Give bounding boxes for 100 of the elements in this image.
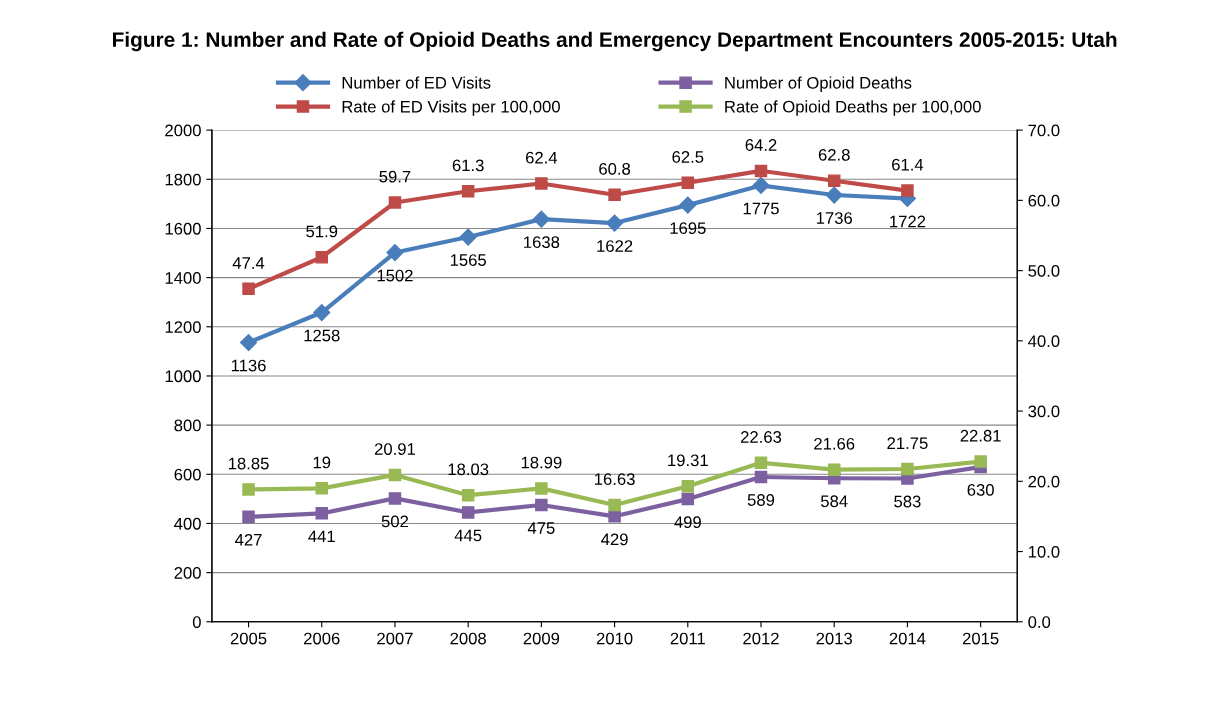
data-label: 427 — [235, 533, 262, 546]
y2-tick-label: 60.0 — [1028, 194, 1060, 207]
data-label: 1258 — [304, 329, 340, 342]
legend-label: Number of Opioid Deaths — [725, 76, 912, 92]
data-label: 584 — [820, 495, 848, 508]
data-label: 502 — [381, 515, 409, 528]
x-tick-label: 2011 — [670, 632, 705, 645]
data-label: 1775 — [743, 202, 779, 215]
point — [827, 174, 841, 187]
point — [461, 184, 475, 198]
data-label: 1565 — [450, 254, 486, 266]
point — [388, 468, 402, 482]
x-tick-label: 2015 — [962, 632, 999, 645]
point — [315, 507, 328, 520]
point — [242, 483, 255, 496]
data-label: 445 — [454, 529, 482, 542]
y-tick-label: 1400 — [165, 272, 201, 284]
point — [388, 196, 402, 209]
point — [459, 228, 477, 246]
point — [608, 188, 621, 202]
point — [388, 492, 402, 505]
point — [608, 510, 621, 523]
legend-label: Rate of Opioid Deaths per 100,000 — [725, 100, 981, 116]
y2-tick-label: 30.0 — [1028, 405, 1060, 418]
data-label: 60.8 — [599, 162, 631, 175]
y-tick-label: 1800 — [165, 173, 201, 186]
y-tick-label: 1000 — [165, 370, 201, 383]
x-tick-label: 2013 — [816, 632, 853, 645]
data-label: 429 — [601, 533, 628, 546]
data-label: 21.66 — [814, 437, 855, 450]
point — [535, 498, 548, 512]
data-label: 18.99 — [521, 456, 562, 469]
data-label: 22.63 — [740, 431, 782, 443]
point — [313, 303, 331, 322]
point — [754, 456, 768, 470]
x-tick-label: 2010 — [596, 632, 633, 645]
x-tick-label: 2008 — [450, 632, 486, 645]
data-label: 22.81 — [960, 429, 1001, 442]
data-label: 61.3 — [452, 159, 484, 172]
point — [606, 214, 624, 232]
data-label: 1722 — [890, 215, 926, 228]
data-label: 21.75 — [887, 437, 928, 450]
y2-tick-label: 40.0 — [1028, 335, 1060, 348]
point — [608, 498, 621, 512]
data-label: 59.7 — [379, 170, 411, 183]
y-tick-label: 0 — [192, 616, 201, 628]
point — [825, 186, 843, 204]
y2-tick-label: 70.0 — [1028, 124, 1060, 137]
point — [754, 470, 768, 484]
y-tick-label: 1600 — [165, 222, 201, 235]
y2-tick-label: 10.0 — [1028, 545, 1060, 558]
point — [535, 482, 548, 495]
data-label: 19.31 — [668, 454, 708, 467]
data-label: 18.03 — [448, 463, 489, 476]
data-label: 61.4 — [892, 158, 924, 171]
data-label: 1736 — [816, 212, 853, 224]
data-label: 475 — [527, 522, 555, 534]
point — [315, 482, 328, 495]
y2-tick-label: 0.0 — [1028, 616, 1051, 628]
point — [679, 196, 697, 214]
data-label: 51.9 — [306, 225, 338, 238]
point — [827, 463, 841, 476]
y-tick-label: 600 — [174, 468, 201, 481]
data-label: 1136 — [231, 359, 266, 372]
point — [752, 176, 770, 195]
point — [681, 479, 695, 493]
point — [386, 244, 404, 262]
point — [242, 510, 255, 524]
y-tick-label: 200 — [174, 567, 201, 579]
point — [239, 333, 258, 352]
data-label: 20.91 — [374, 443, 415, 455]
legend-label: Number of ED Visits — [342, 76, 491, 89]
data-label: 47.4 — [232, 257, 265, 269]
data-label: 18.85 — [228, 457, 269, 470]
point — [681, 176, 695, 190]
data-label: 1695 — [670, 222, 706, 235]
data-label: 16.63 — [595, 473, 635, 486]
data-label: 441 — [308, 530, 335, 543]
point — [901, 462, 914, 476]
chart-title: Figure 1: Number and Rate of Opioid Deaths and Emergency Department Encounters 2005-2015: Utah — [113, 31, 1117, 52]
legend-label: Rate of ED Visits per 100,000 — [342, 100, 560, 116]
point — [242, 282, 255, 296]
point — [754, 164, 768, 178]
data-label: 62.8 — [818, 148, 850, 161]
data-label: 62.5 — [672, 151, 704, 163]
x-tick-label: 2007 — [377, 632, 413, 645]
point — [974, 455, 987, 468]
y-tick-label: 400 — [174, 517, 201, 530]
data-label: 19 — [313, 456, 331, 469]
x-tick-label: 2014 — [889, 632, 926, 645]
point — [461, 506, 475, 519]
point — [532, 210, 550, 228]
y2-tick-label: 20.0 — [1028, 475, 1060, 488]
data-label: 630 — [967, 484, 994, 496]
x-tick-label: 2009 — [523, 632, 560, 645]
x-tick-label: 2005 — [230, 632, 267, 645]
data-label: 499 — [674, 516, 701, 529]
y-tick-label: 1200 — [165, 321, 201, 333]
x-tick-label: 2006 — [304, 632, 340, 645]
x-tick-label: 2012 — [743, 632, 779, 645]
